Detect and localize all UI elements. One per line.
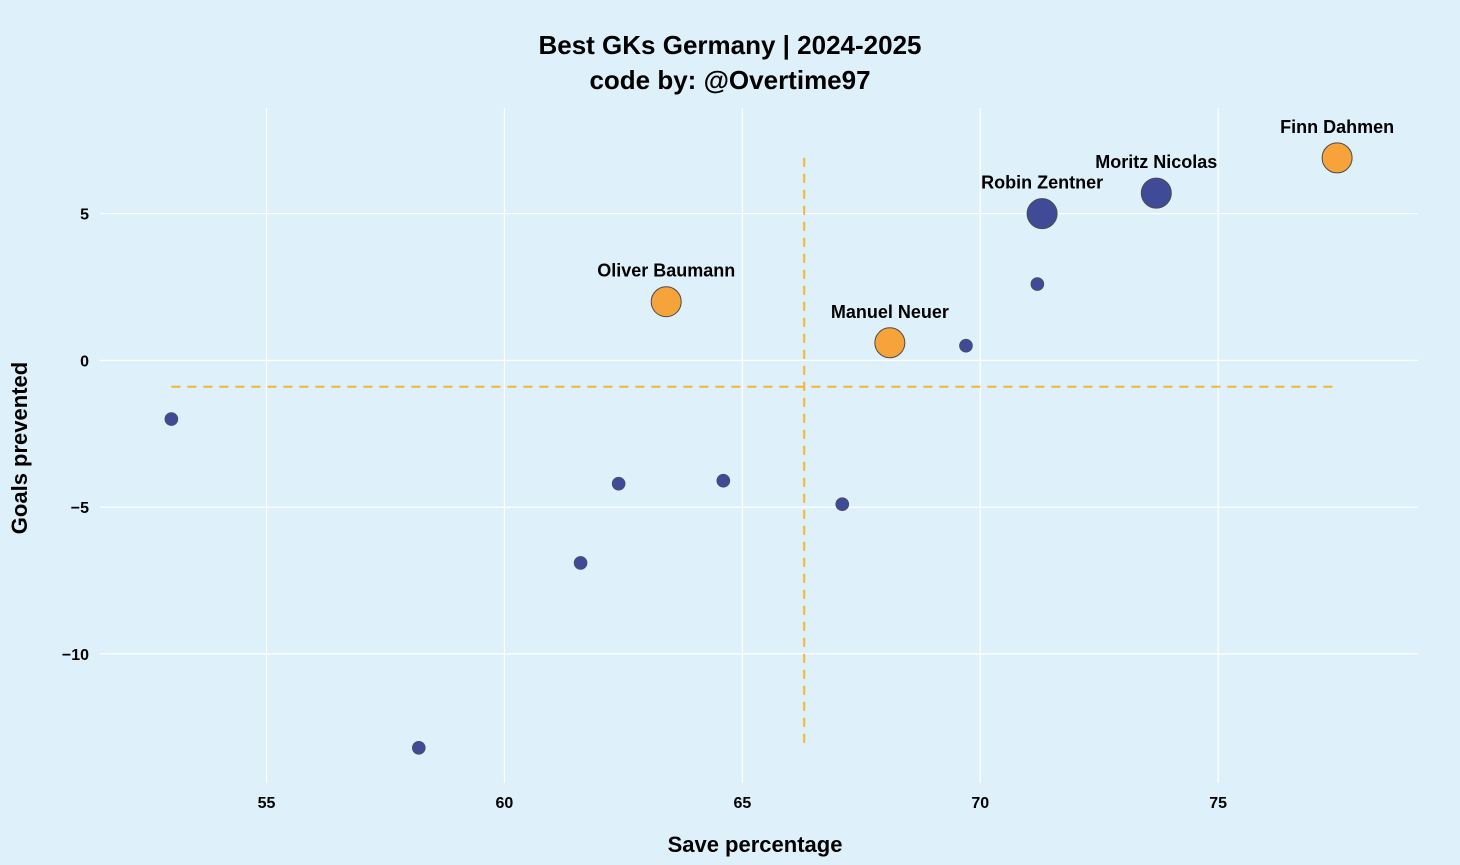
goalkeeper-point [716,473,731,488]
highlighted-goalkeeper-point [650,286,682,318]
point-label: Manuel Neuer [831,302,949,322]
highlighted-goalkeeper-point [1321,142,1353,174]
goalkeeper-point [164,412,179,426]
x-tick-label: 65 [733,795,751,812]
x-tick-label: 55 [258,795,276,812]
data-points [164,142,1353,755]
tick-labels: 55 60 65 70 75 5 0 −5 −10 [62,207,1227,812]
x-axis-title: Save percentage [668,832,843,857]
point-label: Moritz Nicolas [1095,152,1217,172]
goalkeeper-point [411,740,426,755]
chart-title: Best GKs Germany | 2024-2025 [538,30,921,60]
x-tick-label: 60 [496,795,514,812]
y-tick-label: −10 [62,647,89,664]
goalkeeper-point [959,338,973,353]
goalkeeper-point [611,476,626,491]
point-label: Finn Dahmen [1280,117,1394,137]
y-axis-title: Goals prevented [7,362,32,534]
grid [100,108,1418,783]
point-labels: Oliver Baumann Manuel Neuer Robin ZentnerM… [597,117,1394,322]
goalkeeper-point [573,556,588,570]
chart-subtitle: code by: @Overtime97 [589,65,870,95]
reference-lines [171,157,1338,748]
y-tick-label: 5 [80,207,89,224]
goalkeeper-point [1140,177,1172,209]
x-tick-label: 70 [971,795,989,812]
x-tick-label: 75 [1209,795,1227,812]
goalkeeper-point [1030,277,1045,291]
point-label: Robin Zentner [981,173,1103,193]
point-label: Oliver Baumann [597,261,735,281]
highlighted-goalkeeper-point [874,327,906,359]
y-tick-label: 0 [80,353,89,370]
goalkeeper-point [835,497,850,511]
y-tick-label: −5 [71,500,89,517]
goalkeeper-point [1026,198,1058,230]
